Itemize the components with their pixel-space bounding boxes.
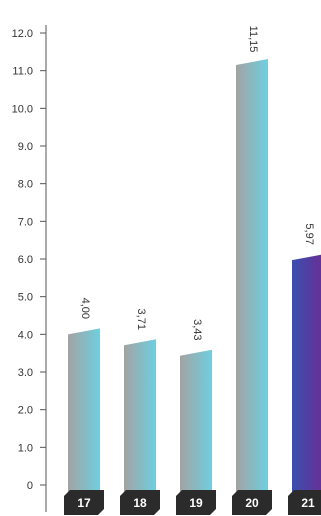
category-badge-20 bbox=[232, 490, 272, 515]
y-axis: 0 1.0 2.0 3.0 4.0 5.0 6.0 7.0 8.0 9.0 10.0 11.0 12.0 bbox=[12, 25, 47, 512]
value-label-17: 4,00 bbox=[79, 298, 91, 319]
category-label-19: 19 bbox=[189, 496, 203, 510]
y-tick-label: 2.0 bbox=[18, 405, 33, 417]
bar-18 bbox=[124, 339, 156, 498]
category-badge-21 bbox=[288, 490, 321, 515]
value-label-20: 11,15 bbox=[247, 26, 259, 53]
y-tick-label: 0 bbox=[27, 480, 33, 492]
y-tick-label: 8.0 bbox=[18, 179, 33, 191]
category-badge-17 bbox=[64, 490, 104, 515]
category-label-18: 18 bbox=[133, 496, 147, 510]
bars bbox=[68, 59, 321, 499]
y-tick-label: 3.0 bbox=[18, 367, 33, 379]
value-label-18: 3,71 bbox=[135, 309, 147, 330]
y-tick-label: 9.0 bbox=[18, 141, 33, 153]
category-label-20: 20 bbox=[245, 496, 259, 510]
category-badges: 17 18 19 20 21 bbox=[64, 490, 321, 515]
y-tick-label: 4.0 bbox=[18, 329, 33, 341]
y-tick-label: 12.0 bbox=[12, 28, 33, 40]
y-tick-label: 1.0 bbox=[18, 442, 33, 454]
category-label-21: 21 bbox=[301, 496, 315, 510]
bar-21 bbox=[292, 254, 321, 498]
y-tick-label: 5.0 bbox=[18, 292, 33, 304]
value-label-19: 3,43 bbox=[191, 319, 203, 340]
y-tick-label: 10.0 bbox=[12, 103, 33, 115]
value-label-21: 5,97 bbox=[303, 223, 315, 244]
bar-20 bbox=[236, 59, 268, 499]
y-tick-label: 7.0 bbox=[18, 216, 33, 228]
category-label-17: 17 bbox=[77, 496, 91, 510]
y-tick-label: 6.0 bbox=[18, 254, 33, 266]
category-badge-18 bbox=[120, 490, 160, 515]
category-badge-19 bbox=[176, 490, 216, 515]
value-labels: 4,00 3,71 3,43 11,15 5,97 bbox=[79, 26, 315, 341]
bar-17 bbox=[68, 328, 100, 498]
bar-19 bbox=[180, 349, 212, 498]
y-tick-label: 11.0 bbox=[12, 66, 33, 78]
